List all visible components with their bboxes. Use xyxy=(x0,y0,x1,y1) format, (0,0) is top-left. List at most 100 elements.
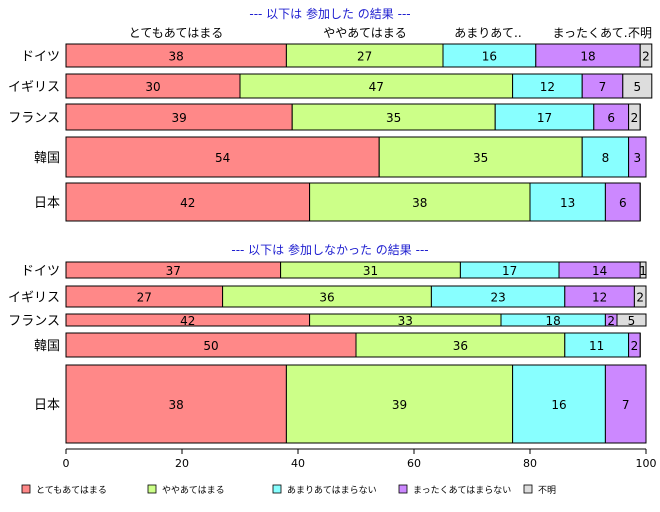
data-label: 3 xyxy=(633,151,641,165)
row-label: イギリス xyxy=(8,291,60,306)
bar-segment xyxy=(309,182,531,222)
bar-segment xyxy=(65,332,357,358)
data-label: 2 xyxy=(631,111,639,125)
data-label: 30 xyxy=(145,80,160,94)
data-label: 1 xyxy=(639,264,647,278)
data-label: 39 xyxy=(171,111,186,125)
data-label: 17 xyxy=(537,111,552,125)
bar-segment xyxy=(581,136,630,178)
data-label: 35 xyxy=(473,151,488,165)
legend-label: まったくあてはまらない xyxy=(413,485,511,496)
data-label: 17 xyxy=(502,264,517,278)
legend-label: ややあてはまる xyxy=(162,485,225,496)
data-label: 13 xyxy=(560,196,575,210)
column-header: ややあてはまる xyxy=(323,26,407,40)
row-label: 日本 xyxy=(34,196,60,211)
bar-segment xyxy=(65,136,380,178)
data-label: 36 xyxy=(319,291,334,305)
column-header: とてもあてはまる xyxy=(129,26,224,40)
data-label: 38 xyxy=(412,196,427,210)
data-label: 16 xyxy=(482,50,497,64)
bar-segment xyxy=(65,73,241,99)
bar-segment xyxy=(639,43,653,68)
bar-segment xyxy=(604,364,647,444)
data-label: 16 xyxy=(551,398,566,412)
data-label: 31 xyxy=(363,264,378,278)
data-label: 23 xyxy=(490,291,505,305)
data-label: 47 xyxy=(369,80,384,94)
legend-label: あまりあてはまらない xyxy=(287,485,377,496)
row-label: 韓国 xyxy=(34,339,60,354)
data-label: 33 xyxy=(398,314,413,328)
legend-swatch xyxy=(272,484,282,494)
row-label: ドイツ xyxy=(21,264,60,279)
data-label: 39 xyxy=(392,398,407,412)
data-label: 8 xyxy=(602,151,610,165)
data-label: 5 xyxy=(628,314,636,328)
x-tick-label: 20 xyxy=(175,457,189,470)
legend-swatch xyxy=(398,484,408,494)
x-tick-label: 40 xyxy=(291,457,305,470)
panel-title: --- 以下は 参加した の結果 --- xyxy=(249,6,410,21)
bar-segment xyxy=(564,332,630,358)
data-label: 11 xyxy=(589,339,604,353)
data-label: 2 xyxy=(631,339,639,353)
data-label: 50 xyxy=(203,339,218,353)
bar-segment xyxy=(633,285,647,308)
x-tick-label: 80 xyxy=(523,457,537,470)
panel-title: --- 以下は 参加しなかった の結果 --- xyxy=(231,242,428,257)
column-header: まったくあて.. xyxy=(553,26,632,40)
data-label: 7 xyxy=(622,398,630,412)
x-tick-label: 60 xyxy=(407,457,421,470)
data-label: 27 xyxy=(357,50,372,64)
data-label: 35 xyxy=(386,111,401,125)
data-label: 42 xyxy=(180,314,195,328)
bar-segment xyxy=(378,136,583,178)
row-label: 日本 xyxy=(34,398,60,413)
bar-segment xyxy=(593,103,630,131)
column-header: 不明 xyxy=(628,26,652,40)
row-label: フランス xyxy=(8,111,60,126)
data-label: 2 xyxy=(607,314,615,328)
row-label: イギリス xyxy=(8,80,60,95)
row-label: ドイツ xyxy=(21,50,60,65)
bar-segment xyxy=(65,364,287,444)
x-tick-label: 100 xyxy=(636,457,657,470)
data-label: 5 xyxy=(633,80,641,94)
bar-segment xyxy=(65,182,311,222)
data-label: 37 xyxy=(166,264,181,278)
bar-segment xyxy=(639,261,647,279)
data-label: 12 xyxy=(540,80,555,94)
x-tick-label: 0 xyxy=(63,457,70,470)
data-label: 38 xyxy=(169,398,184,412)
data-label: 18 xyxy=(546,314,561,328)
bar-segment xyxy=(285,364,514,444)
data-label: 2 xyxy=(636,291,644,305)
bar-segment xyxy=(628,136,647,178)
data-label: 54 xyxy=(215,151,230,165)
bar-segment xyxy=(291,103,496,131)
data-label: 38 xyxy=(169,50,184,64)
data-label: 6 xyxy=(619,196,627,210)
row-label: 韓国 xyxy=(34,151,60,166)
legend-label: とてもあてはまる xyxy=(36,485,107,496)
bar-segment xyxy=(512,73,583,99)
legend-label: 不明 xyxy=(538,485,556,496)
column-header: あまりあて.. xyxy=(454,26,521,40)
legend-swatch xyxy=(21,484,31,494)
data-label: 14 xyxy=(592,264,607,278)
data-label: 7 xyxy=(599,80,607,94)
bar-segment xyxy=(622,73,653,99)
bar-segment xyxy=(616,313,647,327)
data-label: 42 xyxy=(180,196,195,210)
data-label: 12 xyxy=(592,291,607,305)
bar-segment xyxy=(604,182,641,222)
data-label: 36 xyxy=(453,339,468,353)
data-label: 6 xyxy=(607,111,615,125)
legend-swatch xyxy=(147,484,157,494)
data-label: 18 xyxy=(580,50,595,64)
legend-swatch xyxy=(523,484,533,494)
row-label: フランス xyxy=(8,314,60,329)
